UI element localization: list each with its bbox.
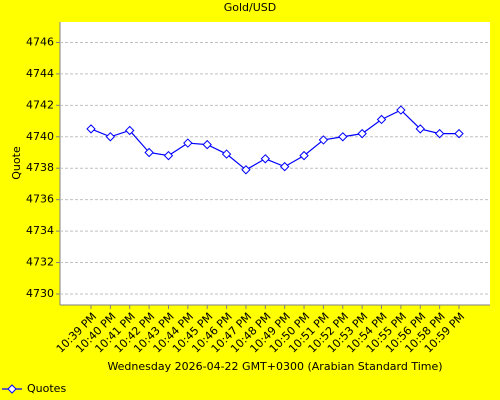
- point-marker: [434, 128, 445, 139]
- point-marker: [125, 125, 135, 136]
- y-axis-label: Quote: [10, 146, 23, 180]
- chart-title: Gold/USD: [224, 1, 277, 14]
- point-marker: [105, 132, 116, 142]
- point-marker: [376, 114, 387, 125]
- point-marker: [86, 124, 96, 134]
- y-tick-label: 4742: [26, 98, 54, 111]
- point-marker: [221, 149, 232, 159]
- y-tick-label: 4730: [26, 287, 54, 300]
- point-marker: [202, 139, 212, 150]
- plot-area: [60, 22, 490, 305]
- y-tick-label: 4736: [26, 193, 54, 206]
- legend-marker: [7, 384, 17, 394]
- point-marker: [279, 161, 290, 172]
- point-marker: [183, 138, 193, 148]
- point-marker: [415, 124, 425, 134]
- point-marker: [144, 147, 154, 158]
- y-tick-label: 4740: [26, 130, 54, 143]
- y-tick-label: 4738: [26, 161, 54, 174]
- point-marker: [357, 128, 367, 139]
- point-marker: [163, 150, 174, 161]
- point-marker: [260, 154, 271, 164]
- y-tick-label: 4744: [26, 67, 54, 80]
- point-marker: [241, 165, 251, 175]
- y-tick-label: 4746: [26, 35, 54, 48]
- point-marker: [318, 135, 329, 145]
- y-tick-label: 4734: [26, 224, 54, 237]
- point-marker: [454, 128, 464, 139]
- point-marker: [396, 105, 406, 115]
- point-marker: [338, 132, 348, 142]
- x-axis-label: Wednesday 2026-04-22 GMT+0300 (Arabian S…: [107, 360, 442, 373]
- legend-label: Quotes: [27, 382, 66, 395]
- point-marker: [299, 150, 309, 161]
- y-tick-label: 4732: [26, 256, 54, 269]
